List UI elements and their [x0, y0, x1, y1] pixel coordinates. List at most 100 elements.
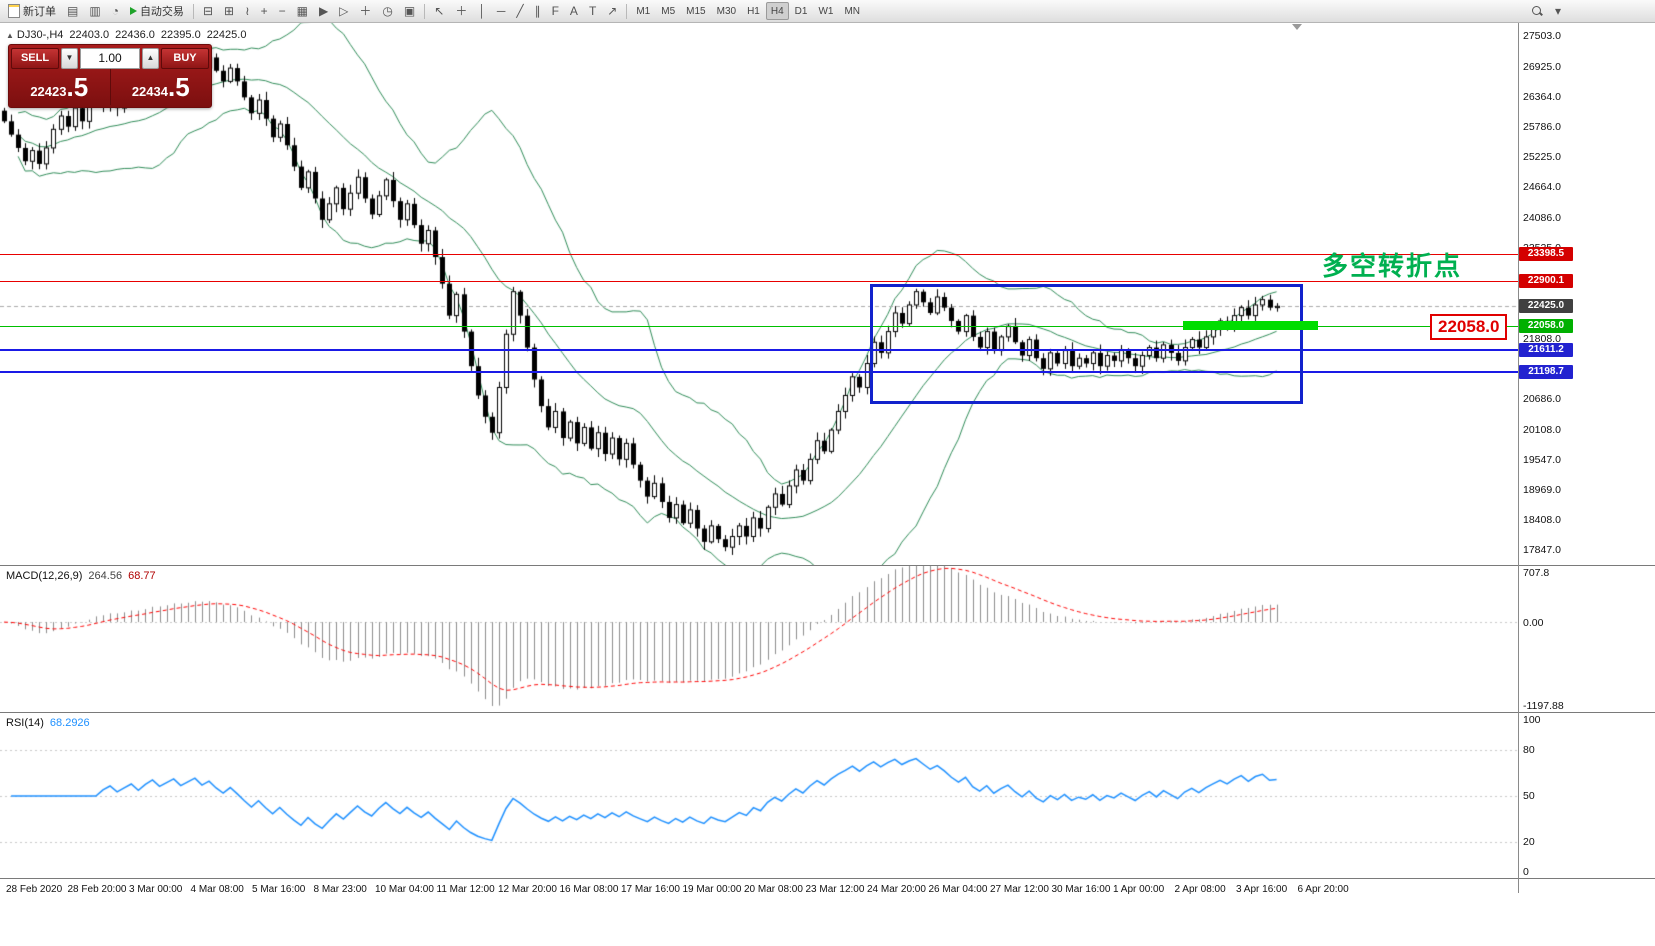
- zoom-in-button[interactable]: +: [256, 1, 273, 21]
- price-axis-label: 18969.0: [1523, 484, 1561, 496]
- candlestick-chart[interactable]: [0, 22, 1518, 565]
- zoom-out-button[interactable]: −: [274, 1, 291, 21]
- time-axis[interactable]: 28 Feb 2020 28 Feb 20:00 3 Mar 00:00 4 Mar …: [0, 878, 1655, 946]
- period-button[interactable]: ◷: [377, 1, 397, 21]
- auto-scroll-button[interactable]: ▶: [314, 1, 333, 21]
- ohlc-high: 22436.0: [115, 29, 155, 41]
- time-axis-label: 20 Mar 08:00: [744, 884, 803, 895]
- zoom-out-icon: −: [278, 4, 286, 18]
- channel-button[interactable]: ∥: [530, 1, 546, 21]
- timeframe-d1[interactable]: D1: [794, 5, 808, 17]
- new-chart-icon: ＋: [359, 4, 372, 18]
- lot-size-input[interactable]: 1.00: [80, 47, 140, 69]
- price-tag: 23398.5: [1519, 247, 1573, 261]
- fibonacci-icon: F: [551, 4, 559, 18]
- price-tag: 22058.0: [1519, 319, 1573, 333]
- time-axis-label: 28 Feb 20:00: [67, 884, 127, 895]
- rsi-name: RSI(14): [6, 717, 44, 729]
- level-highlight-bar[interactable]: [1183, 321, 1318, 330]
- timeframe-m15[interactable]: M15: [686, 5, 706, 17]
- time-axis-label: 8 Mar 23:00: [313, 884, 367, 895]
- zoom-in-icon: +: [260, 4, 268, 18]
- sell-button[interactable]: SELL: [11, 47, 59, 69]
- template-button[interactable]: ▣: [399, 1, 420, 21]
- new-order-label: 新订单: [23, 6, 56, 18]
- price-axis-label: 19547.0: [1523, 454, 1561, 466]
- text-icon: A: [569, 4, 578, 18]
- toolbar-menu-button[interactable]: ▾: [1550, 1, 1566, 21]
- refresh-icon: ◔: [111, 4, 119, 18]
- horizontal-line[interactable]: [0, 281, 1518, 282]
- rsi-chart[interactable]: [0, 713, 1518, 878]
- horizontal-line[interactable]: [0, 371, 1518, 373]
- macd-name: MACD(12,26,9): [6, 570, 83, 582]
- new-order-button[interactable]: 新订单: [3, 1, 61, 21]
- crosshair-button[interactable]: ＋: [450, 1, 472, 21]
- vertical-line-button[interactable]: │: [473, 1, 491, 21]
- text-button[interactable]: A: [565, 1, 583, 21]
- toolbar: 新订单 ▤ ▥ ◔ 自动交易 ⊟ ⊞ ≀ + − ▦ ▶ ▷ ＋ ◷ ▣ ↖ ＋ │ ─ ╱ ∥ F A T ↗ M1 M5…: [0, 0, 1655, 23]
- rsi-axis-label: 100: [1523, 714, 1541, 726]
- chart-ohlc-info: ▲ DJ30-,H4 22403.0 22436.0 22395.0 22425.0: [6, 29, 252, 41]
- price-tag: 21611.2: [1519, 343, 1573, 357]
- candlestick-button[interactable]: ⊞: [219, 1, 239, 21]
- vertical-line-icon: │: [478, 4, 486, 18]
- rsi-axis-label: 0: [1523, 866, 1529, 878]
- new-chart-button[interactable]: ＋: [354, 1, 376, 21]
- lot-decrease-button[interactable]: ▼: [61, 47, 78, 69]
- price-axis-label: 20686.0: [1523, 393, 1561, 405]
- consolidation-rectangle[interactable]: [870, 284, 1303, 404]
- horizontal-line[interactable]: [0, 349, 1518, 351]
- price-axis-label: 25225.0: [1523, 151, 1561, 163]
- buy-button[interactable]: BUY: [161, 47, 209, 69]
- refresh-button[interactable]: ◔: [107, 1, 124, 21]
- price-callout: 22058.0: [1430, 314, 1508, 340]
- rsi-axis-label: 50: [1523, 790, 1535, 802]
- timeframe-h4[interactable]: H4: [765, 2, 789, 20]
- auto-trading-button[interactable]: 自动交易: [125, 1, 189, 21]
- toolbar-separator: [192, 3, 194, 19]
- turning-point-annotation: 多空转折点: [1322, 251, 1463, 281]
- ohlc-close: 22425.0: [206, 29, 247, 41]
- timeframe-m30[interactable]: M30: [716, 5, 737, 17]
- chart-shift-button[interactable]: ▷: [334, 1, 353, 21]
- macd-panel: MACD(12,26,9) 264.56 68.77 707.8 0.00 -1197.…: [0, 565, 1655, 713]
- sell-price[interactable]: 22423 .5: [9, 69, 110, 105]
- timeframe-m1[interactable]: M1: [636, 5, 651, 17]
- timeframe-m5[interactable]: M5: [661, 5, 676, 17]
- auto-trading-icon: [129, 7, 137, 15]
- ohlc-low: 22395.0: [160, 29, 201, 41]
- cursor-button[interactable]: ↖: [429, 1, 449, 21]
- time-axis-label: 2 Apr 08:00: [1174, 884, 1226, 895]
- arrows-button[interactable]: ↗: [602, 1, 622, 21]
- horizontal-line[interactable]: [0, 254, 1518, 255]
- current-price-tag: 22425.0: [1519, 299, 1573, 313]
- trendline-button[interactable]: ╱: [511, 1, 528, 21]
- bar-chart-button[interactable]: ⊟: [198, 1, 218, 21]
- price-axis-label: 25786.0: [1523, 121, 1561, 133]
- chart-shift-icon: ▷: [339, 4, 349, 18]
- timeframe-mn[interactable]: MN: [844, 5, 861, 17]
- buy-price[interactable]: 22434 .5: [111, 69, 212, 105]
- time-axis-label: 27 Mar 12:00: [990, 884, 1049, 895]
- toolbar-separator: [626, 3, 628, 19]
- timeframe-w1[interactable]: W1: [818, 5, 834, 17]
- sell-price-frac: .5: [66, 72, 89, 102]
- trendline-icon: ╱: [516, 4, 524, 18]
- search-button[interactable]: [1526, 1, 1548, 21]
- lot-increase-button[interactable]: ▲: [142, 47, 159, 69]
- macd-chart[interactable]: [0, 566, 1518, 712]
- time-axis-label: 5 Mar 16:00: [252, 884, 306, 895]
- line-chart-button[interactable]: ≀: [240, 1, 255, 21]
- price-shift-marker[interactable]: [1292, 24, 1302, 30]
- label-button[interactable]: T: [584, 1, 601, 21]
- horizontal-line[interactable]: [0, 326, 1518, 327]
- rsi-panel: RSI(14) 68.2926 100 80 50 20 0: [0, 712, 1655, 879]
- charts-button[interactable]: ▥: [84, 1, 105, 21]
- horizontal-line-button[interactable]: ─: [492, 1, 511, 21]
- accounts-button[interactable]: ▤: [62, 1, 83, 21]
- fibonacci-button[interactable]: F: [547, 1, 564, 21]
- tile-windows-button[interactable]: ▦: [292, 1, 313, 21]
- timeframe-h1[interactable]: H1: [747, 5, 760, 17]
